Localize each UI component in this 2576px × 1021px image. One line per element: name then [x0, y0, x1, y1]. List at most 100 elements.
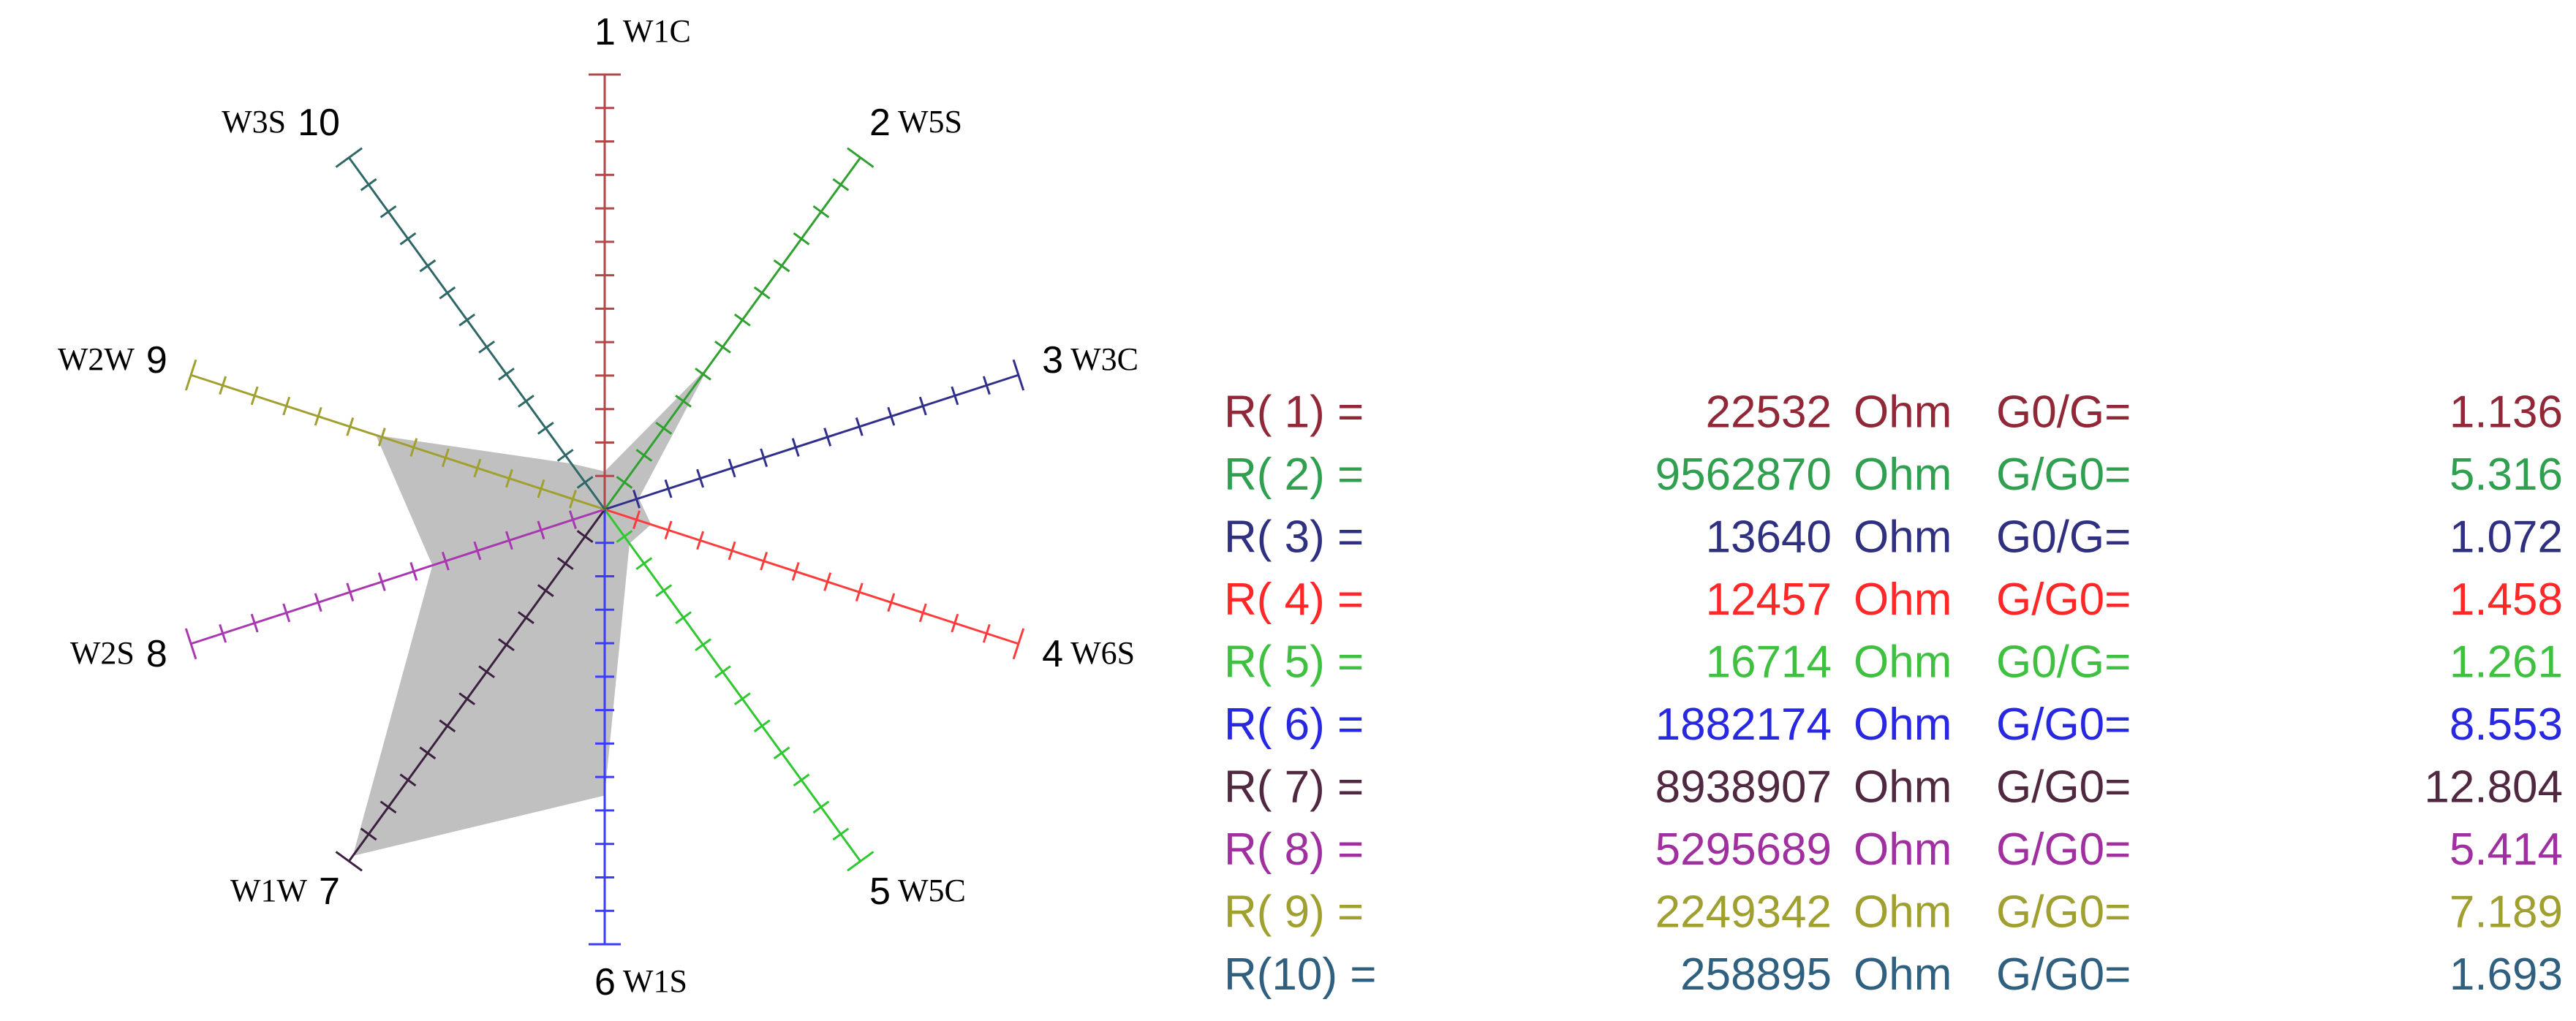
axis-name: W1C: [623, 13, 691, 49]
tick-mark: [760, 551, 768, 571]
tick-mark: [733, 692, 751, 706]
tick-mark: [847, 147, 875, 168]
axis-number: 1: [594, 11, 616, 53]
tick-mark: [439, 286, 456, 300]
unit: Ohm: [1854, 512, 1952, 562]
axis-label: 5 W5C: [869, 870, 966, 913]
ratio-value: 1.072: [2450, 512, 2563, 562]
tick-mark: [314, 593, 322, 612]
tick-mark: [399, 773, 417, 787]
ratio-value: 1.261: [2450, 637, 2563, 687]
tick-mark: [569, 490, 577, 509]
tick-mark: [791, 438, 800, 457]
tick-mark: [505, 531, 513, 550]
tick-mark: [918, 603, 927, 623]
unit: Ohm: [1854, 574, 1952, 625]
tick-mark: [823, 428, 832, 447]
unit: Ohm: [1854, 949, 1952, 1000]
row-label: R( 6) =: [1224, 699, 1364, 750]
tick-mark: [855, 417, 864, 436]
axis-number: 6: [594, 961, 616, 1003]
row-label: R( 9) =: [1224, 887, 1364, 937]
axis-label: 3 W3C: [1042, 339, 1138, 382]
tick-mark: [537, 479, 545, 498]
axis-name: W6S: [1070, 635, 1135, 671]
tick-mark: [314, 406, 322, 426]
axis-name: W1W: [230, 873, 308, 908]
tick-mark: [409, 438, 418, 457]
tick-mark: [982, 376, 991, 395]
unit: Ohm: [1854, 637, 1952, 687]
tick-mark: [728, 458, 736, 478]
axis-label: W3S 10: [222, 102, 340, 144]
tick-mark: [847, 851, 875, 872]
tick-mark: [184, 628, 197, 660]
axis-number: 7: [319, 870, 340, 913]
tick-mark: [360, 827, 377, 841]
axis-number: 10: [298, 102, 340, 144]
unit: Ohm: [1854, 762, 1952, 812]
tick-mark: [664, 520, 673, 540]
axis-line: [348, 156, 606, 510]
tick-mark: [664, 479, 673, 498]
tick-mark: [773, 746, 790, 760]
row-label: R( 7) =: [1224, 762, 1364, 812]
tick-mark: [887, 406, 896, 426]
tick-mark: [832, 827, 850, 841]
ratio-label: G/G0=: [1996, 949, 2131, 1000]
ratio-value: 8.553: [2450, 699, 2563, 750]
tick-mark: [576, 530, 594, 543]
tick-mark: [282, 396, 291, 416]
resistance: 13640: [1706, 512, 1832, 562]
ratio-value: 1.136: [2450, 387, 2563, 437]
tick-mark: [753, 286, 771, 300]
tick-mark: [576, 476, 594, 489]
tick-mark: [832, 178, 850, 191]
ratio-value: 7.189: [2450, 887, 2563, 937]
tick-mark: [616, 476, 633, 489]
tick-mark: [458, 692, 476, 706]
tick-mark: [918, 396, 927, 416]
ratio-value: 5.316: [2450, 449, 2563, 500]
unit: Ohm: [1854, 824, 1952, 875]
axis-label: W1W 7: [230, 870, 340, 913]
tick-mark: [887, 593, 896, 612]
tick-mark: [793, 232, 810, 246]
tick-mark: [505, 468, 513, 488]
axis-label: W2W 9: [58, 339, 167, 382]
row-label: R( 5) =: [1224, 637, 1364, 687]
tick-mark: [714, 665, 731, 679]
axis-line: [190, 373, 605, 511]
tick-mark: [569, 510, 577, 529]
resistance: 1882174: [1655, 699, 1832, 750]
axis-number: 4: [1042, 633, 1063, 675]
resistance: 258895: [1680, 949, 1832, 1000]
tick-mark: [219, 376, 227, 395]
tick-mark: [635, 557, 653, 570]
axis-line: [604, 373, 1019, 511]
axis-label: 1 W1C: [594, 11, 691, 53]
tick-mark: [823, 572, 832, 591]
tick-mark: [753, 719, 771, 733]
tick-mark: [409, 562, 418, 581]
axis-name: W5C: [898, 873, 966, 908]
tick-mark: [346, 582, 355, 601]
axis-line: [603, 156, 861, 510]
tick-mark: [478, 665, 495, 679]
tick-mark: [419, 746, 437, 760]
ratio-value: 5.414: [2450, 824, 2563, 875]
row-label: R( 3) =: [1224, 512, 1364, 562]
ratio-label: G0/G=: [1996, 387, 2131, 437]
tick-mark: [728, 541, 736, 561]
tick-mark: [616, 530, 633, 543]
tick-mark: [377, 572, 386, 591]
tick-mark: [635, 449, 653, 462]
tick-mark: [250, 386, 259, 406]
resistance: 22532: [1706, 387, 1832, 437]
tick-mark: [675, 395, 692, 408]
tick-mark: [441, 551, 450, 571]
tick-mark: [537, 520, 545, 540]
tick-mark: [812, 205, 830, 219]
tick-mark: [632, 510, 641, 529]
tick-mark: [517, 611, 535, 624]
